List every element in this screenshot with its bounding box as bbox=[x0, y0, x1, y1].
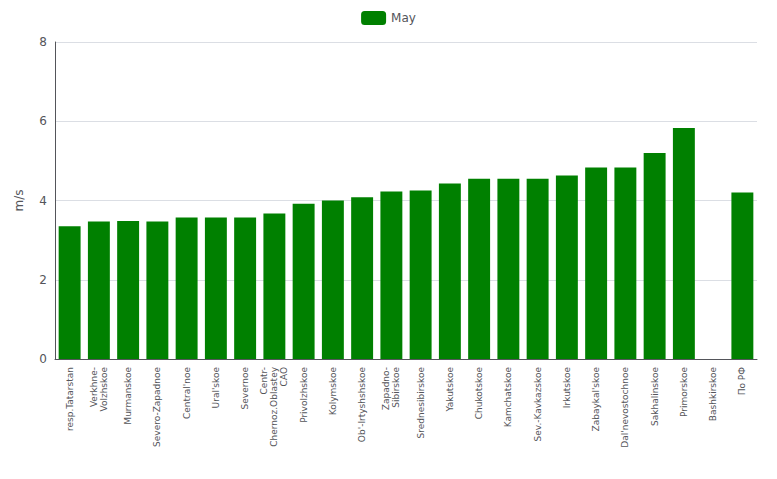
svg-text:CAO: CAO bbox=[279, 367, 289, 386]
svg-text:Verkhne-: Verkhne- bbox=[89, 367, 99, 407]
svg-text:Chukotskoe: Chukotskoe bbox=[474, 367, 484, 420]
svg-text:По РФ: По РФ bbox=[737, 367, 747, 396]
svg-text:Severo-Zapadnoe: Severo-Zapadnoe bbox=[152, 367, 162, 447]
svg-text:Sakhalinskoe: Sakhalinskoe bbox=[650, 367, 660, 426]
svg-text:Primorskoe: Primorskoe bbox=[679, 367, 689, 418]
svg-text:Sibirskoe: Sibirskoe bbox=[391, 367, 401, 408]
svg-text:Sev.-Kavkazskoe: Sev.-Kavkazskoe bbox=[533, 367, 543, 442]
svg-text:Zabaykal'skoe: Zabaykal'skoe bbox=[591, 367, 601, 432]
svg-text:Yakutskoe: Yakutskoe bbox=[445, 367, 455, 413]
svg-text:8: 8 bbox=[39, 35, 47, 49]
svg-text:m/s: m/s bbox=[12, 190, 26, 212]
svg-text:Volzhskoe: Volzhskoe bbox=[99, 367, 109, 412]
svg-text:Kamchatskoe: Kamchatskoe bbox=[503, 367, 513, 428]
svg-text:Irkutskoe: Irkutskoe bbox=[562, 367, 572, 409]
svg-text:Murmanskoe: Murmanskoe bbox=[123, 367, 133, 425]
svg-text:Dal'nevostochnoe: Dal'nevostochnoe bbox=[620, 367, 630, 448]
svg-text:Central'noe: Central'noe bbox=[182, 367, 192, 419]
svg-text:Privolzhskoe: Privolzhskoe bbox=[299, 367, 309, 423]
svg-text:Centr-: Centr- bbox=[259, 367, 269, 394]
svg-text:Bashkirskoe: Bashkirskoe bbox=[708, 367, 718, 422]
svg-text:Kolymskoe: Kolymskoe bbox=[328, 367, 338, 416]
svg-text:Srednesibirskoe: Srednesibirskoe bbox=[416, 367, 426, 439]
svg-text:Zapadno-: Zapadno- bbox=[381, 367, 391, 410]
svg-text:Ural'skoe: Ural'skoe bbox=[211, 367, 221, 409]
svg-text:Chernoz.Oblastey: Chernoz.Oblastey bbox=[269, 366, 279, 446]
svg-text:May: May bbox=[391, 11, 416, 25]
svg-text:Ob'-Irtyshshskoe: Ob'-Irtyshshskoe bbox=[357, 367, 367, 443]
svg-text:6: 6 bbox=[39, 114, 47, 128]
svg-text:4: 4 bbox=[39, 194, 47, 208]
svg-text:0: 0 bbox=[39, 352, 47, 366]
svg-text:2: 2 bbox=[39, 273, 47, 287]
svg-text:Severnoe: Severnoe bbox=[240, 367, 250, 410]
svg-text:resp.Tatarstan: resp.Tatarstan bbox=[65, 367, 75, 431]
